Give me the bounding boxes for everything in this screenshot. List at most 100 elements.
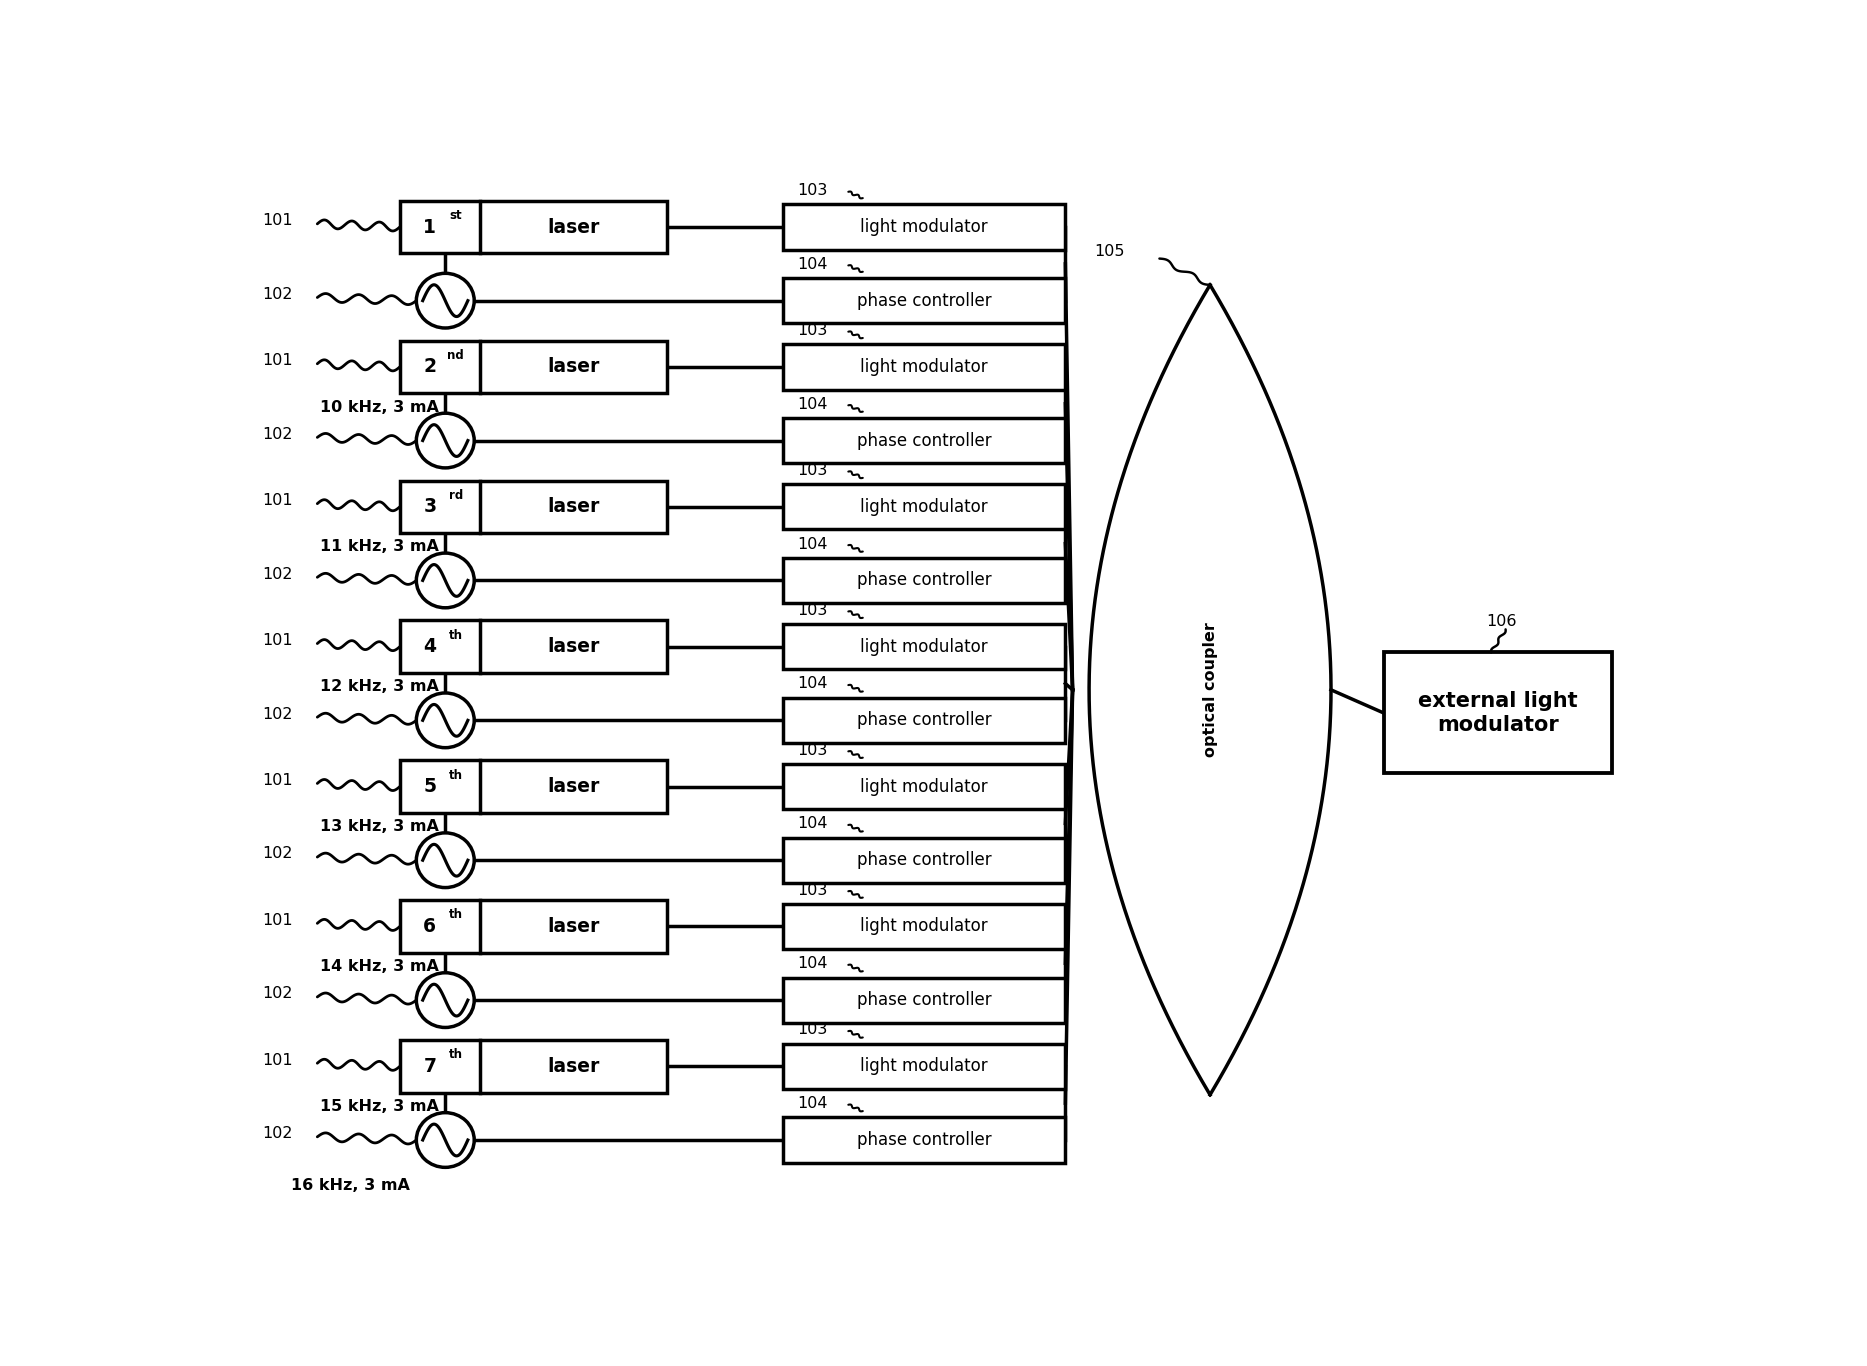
Text: 13 kHz, 3 mA: 13 kHz, 3 mA bbox=[321, 820, 439, 835]
Text: light modulator: light modulator bbox=[861, 219, 988, 236]
Text: optical coupler: optical coupler bbox=[1202, 623, 1217, 757]
Text: 16 kHz, 3 mA: 16 kHz, 3 mA bbox=[291, 1177, 411, 1193]
Text: 6: 6 bbox=[424, 917, 437, 936]
Ellipse shape bbox=[416, 413, 474, 469]
Bar bbox=[784, 1117, 1066, 1162]
Text: laser: laser bbox=[547, 917, 599, 936]
Text: 10 kHz, 3 mA: 10 kHz, 3 mA bbox=[321, 399, 439, 414]
Text: th: th bbox=[448, 908, 463, 922]
Text: 104: 104 bbox=[797, 676, 829, 691]
Text: light modulator: light modulator bbox=[861, 777, 988, 795]
Text: phase controller: phase controller bbox=[857, 432, 991, 449]
Bar bbox=[784, 484, 1066, 530]
Text: 12 kHz, 3 mA: 12 kHz, 3 mA bbox=[321, 679, 439, 694]
Text: laser: laser bbox=[547, 497, 599, 516]
Text: light modulator: light modulator bbox=[861, 638, 988, 656]
Text: light modulator: light modulator bbox=[861, 918, 988, 936]
Text: 102: 102 bbox=[261, 986, 293, 1001]
Bar bbox=[784, 1044, 1066, 1089]
Text: 101: 101 bbox=[261, 773, 293, 788]
Text: 101: 101 bbox=[261, 1053, 293, 1068]
Ellipse shape bbox=[416, 693, 474, 747]
Text: laser: laser bbox=[547, 1057, 599, 1076]
Bar bbox=[400, 201, 668, 253]
Bar bbox=[400, 761, 668, 813]
Text: 106: 106 bbox=[1486, 615, 1518, 630]
Text: 102: 102 bbox=[261, 706, 293, 721]
Text: phase controller: phase controller bbox=[857, 712, 991, 729]
Ellipse shape bbox=[416, 973, 474, 1027]
Text: 104: 104 bbox=[797, 956, 829, 971]
Text: 104: 104 bbox=[797, 817, 829, 832]
Text: th: th bbox=[448, 1048, 463, 1061]
Text: 3: 3 bbox=[424, 497, 437, 516]
Text: th: th bbox=[448, 628, 463, 642]
Text: 102: 102 bbox=[261, 847, 293, 862]
Text: 101: 101 bbox=[261, 912, 293, 928]
Text: 14 kHz, 3 mA: 14 kHz, 3 mA bbox=[321, 959, 439, 974]
Text: 7: 7 bbox=[424, 1057, 437, 1076]
Text: 103: 103 bbox=[797, 743, 829, 758]
Text: 2: 2 bbox=[424, 358, 437, 377]
Text: phase controller: phase controller bbox=[857, 571, 991, 590]
Text: 11 kHz, 3 mA: 11 kHz, 3 mA bbox=[321, 540, 439, 555]
Text: 102: 102 bbox=[261, 567, 293, 582]
Text: external light
modulator: external light modulator bbox=[1419, 691, 1578, 735]
Text: 15 kHz, 3 mA: 15 kHz, 3 mA bbox=[321, 1100, 439, 1115]
Text: 102: 102 bbox=[261, 1126, 293, 1141]
Bar bbox=[400, 1040, 668, 1093]
Bar bbox=[784, 344, 1066, 389]
Text: st: st bbox=[450, 209, 463, 221]
Text: laser: laser bbox=[547, 777, 599, 796]
Text: 101: 101 bbox=[261, 213, 293, 228]
Bar bbox=[784, 279, 1066, 324]
Bar bbox=[784, 624, 1066, 669]
Text: phase controller: phase controller bbox=[857, 992, 991, 1009]
Text: 101: 101 bbox=[261, 632, 293, 647]
Text: 5: 5 bbox=[424, 777, 437, 796]
Text: light modulator: light modulator bbox=[861, 497, 988, 516]
Text: light modulator: light modulator bbox=[861, 358, 988, 376]
Text: 103: 103 bbox=[797, 322, 829, 337]
Text: 103: 103 bbox=[797, 1023, 829, 1037]
Bar bbox=[784, 418, 1066, 463]
Text: 104: 104 bbox=[797, 1096, 829, 1111]
Bar bbox=[784, 904, 1066, 949]
Text: th: th bbox=[448, 769, 463, 781]
Text: 4: 4 bbox=[424, 637, 437, 656]
Text: rd: rd bbox=[448, 489, 463, 501]
Bar bbox=[400, 900, 668, 953]
Text: 104: 104 bbox=[797, 537, 829, 552]
Text: light modulator: light modulator bbox=[861, 1057, 988, 1075]
Bar bbox=[400, 481, 668, 533]
Text: phase controller: phase controller bbox=[857, 851, 991, 869]
Text: 103: 103 bbox=[797, 463, 829, 478]
Text: 1: 1 bbox=[424, 217, 437, 236]
Text: laser: laser bbox=[547, 637, 599, 656]
Bar bbox=[400, 340, 668, 393]
Bar bbox=[784, 837, 1066, 882]
Text: phase controller: phase controller bbox=[857, 1131, 991, 1149]
Bar bbox=[784, 557, 1066, 602]
Text: laser: laser bbox=[547, 358, 599, 377]
Text: 103: 103 bbox=[797, 602, 829, 617]
Bar bbox=[784, 205, 1066, 250]
Text: 104: 104 bbox=[797, 396, 829, 411]
Ellipse shape bbox=[416, 1113, 474, 1168]
Bar bbox=[784, 698, 1066, 743]
Text: 103: 103 bbox=[797, 183, 829, 198]
Ellipse shape bbox=[416, 553, 474, 608]
Text: 103: 103 bbox=[797, 882, 829, 897]
Text: 101: 101 bbox=[261, 493, 293, 508]
Ellipse shape bbox=[416, 273, 474, 328]
Bar bbox=[1383, 653, 1613, 773]
Text: nd: nd bbox=[448, 348, 465, 362]
Text: 102: 102 bbox=[261, 426, 293, 441]
Ellipse shape bbox=[416, 833, 474, 888]
Bar bbox=[784, 764, 1066, 809]
Text: 105: 105 bbox=[1094, 243, 1124, 258]
Text: 104: 104 bbox=[797, 257, 829, 272]
Text: 102: 102 bbox=[261, 287, 293, 302]
Text: laser: laser bbox=[547, 217, 599, 236]
Bar bbox=[400, 620, 668, 673]
